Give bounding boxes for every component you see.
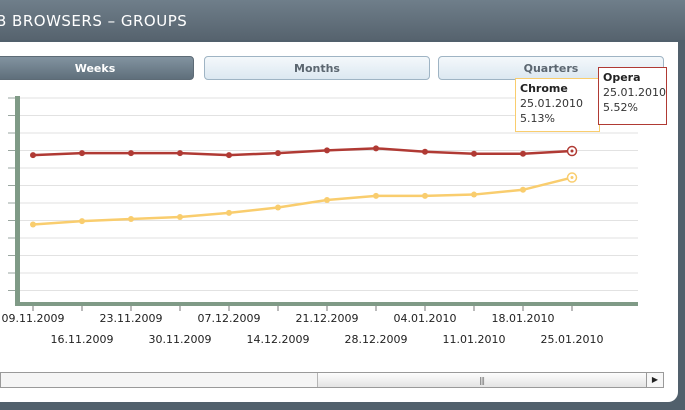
opera-tooltip-value: 5.52% [603, 101, 638, 114]
opera-tooltip-date: 25.01.2010 [603, 86, 666, 99]
data-point-chrome [324, 197, 330, 203]
x-tick-label: 09.11.2009 [2, 312, 65, 325]
data-point-chrome [128, 216, 134, 223]
data-point-chrome [275, 204, 281, 211]
series-line-opera [32, 147, 573, 157]
x-tick-label: 07.12.2009 [198, 312, 261, 325]
data-point-opera [226, 152, 232, 159]
data-point-opera [275, 150, 281, 157]
grip-lines-icon: ||| [479, 376, 485, 385]
x-tick-label: 18.01.2010 [492, 312, 555, 325]
data-point-opera [177, 150, 183, 157]
x-tick-label: 14.12.2009 [247, 333, 310, 346]
tab-weeks[interactable]: Weeks [0, 56, 194, 80]
tab-months[interactable]: Months [204, 56, 430, 80]
x-tick-label: 30.11.2009 [149, 333, 212, 346]
data-point-opera [128, 150, 134, 157]
title-bar: B BROWSERS – GROUPS [0, 0, 685, 40]
scrollbar-thumb[interactable]: ||| [317, 373, 648, 387]
line-chart: 09.11.2009 16.11.2009 23.11.2009 30.11.2009… [2, 96, 638, 346]
x-tick-label: 11.01.2010 [443, 333, 506, 346]
scrollbar-track-left[interactable] [1, 373, 317, 387]
data-point-opera [79, 150, 85, 157]
x-tick-label: 21.12.2009 [296, 312, 359, 325]
opera-tooltip-name: Opera [603, 71, 641, 84]
x-tick-label: 16.11.2009 [51, 333, 114, 346]
arrow-right-icon[interactable]: ▶ [646, 373, 663, 387]
data-point-opera [520, 150, 526, 157]
data-point-chrome [570, 176, 574, 180]
x-tick-label: 23.11.2009 [100, 312, 163, 325]
data-point-opera [471, 150, 477, 157]
horizontal-scrollbar[interactable]: ||| ▶ [0, 372, 664, 388]
chrome-tooltip-value: 5.13% [520, 112, 555, 125]
y-axis [15, 96, 20, 304]
data-point-opera [324, 147, 330, 154]
series-line-chrome [32, 176, 573, 226]
data-point-chrome [520, 186, 526, 193]
chart-panel: Weeks Months Quarters 09.11.2009 16.11.20… [0, 42, 678, 402]
data-point-opera [570, 149, 574, 153]
data-point-opera [422, 148, 428, 155]
x-tick-label: 28.12.2009 [345, 333, 408, 346]
window-title: B BROWSERS – GROUPS [0, 12, 188, 30]
data-point-opera [30, 152, 36, 159]
data-point-chrome [30, 221, 36, 228]
chrome-tooltip: Chrome 25.01.2010 5.13% [515, 78, 600, 132]
data-point-opera [373, 145, 379, 152]
x-tick-label: 25.01.2010 [541, 333, 604, 346]
chrome-tooltip-date: 25.01.2010 [520, 97, 583, 110]
data-point-chrome [373, 192, 379, 199]
x-axis [15, 302, 638, 306]
data-point-chrome [79, 218, 85, 225]
x-tick-label: 04.01.2010 [394, 312, 457, 325]
data-point-chrome [471, 191, 477, 198]
data-point-chrome [422, 192, 428, 199]
data-point-chrome [226, 209, 232, 216]
data-point-chrome [177, 214, 183, 220]
opera-tooltip: Opera 25.01.2010 5.52% [598, 67, 667, 125]
chrome-tooltip-name: Chrome [520, 82, 568, 95]
